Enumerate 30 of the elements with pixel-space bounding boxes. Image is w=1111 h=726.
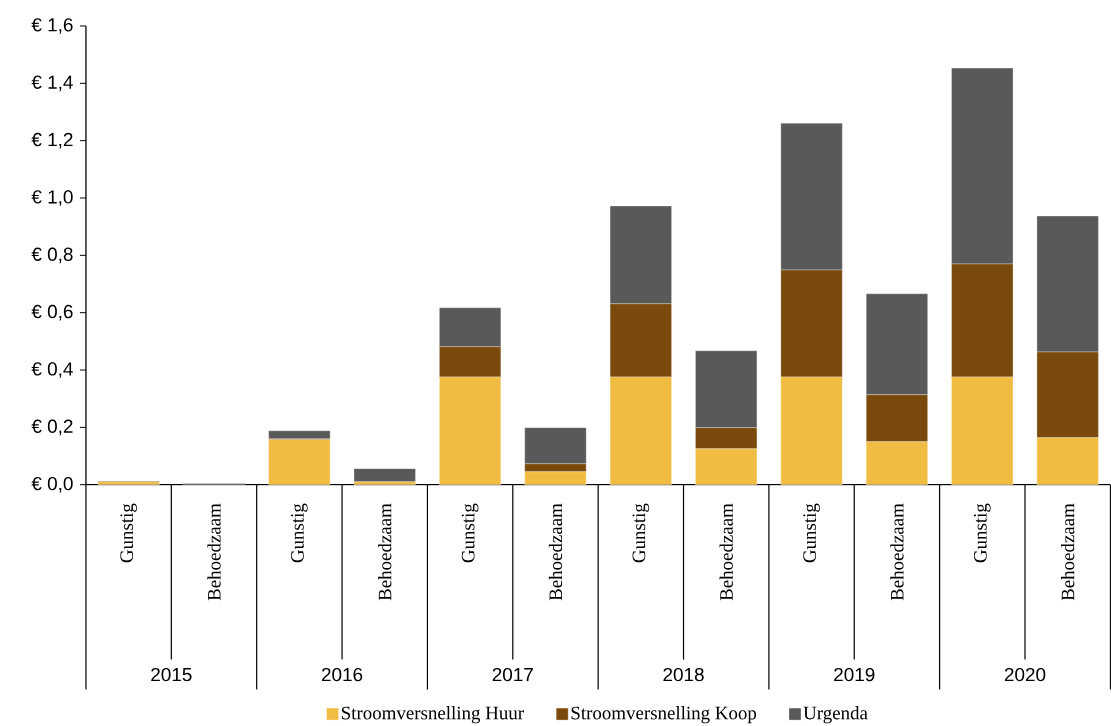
text: 2017: [492, 667, 533, 682]
y-tick-label: € 1,6: [31, 18, 73, 34]
y-tick-label: € 1,0: [31, 190, 73, 206]
x-tick-label: Behoedzaam: [1061, 503, 1075, 601]
text: 2019: [834, 667, 875, 682]
y-tick-label: € 1,4: [31, 75, 73, 92]
x-tick-label: Gunstig: [291, 503, 308, 563]
y-tick-label: € 0,8: [31, 247, 73, 264]
x-tick-label: Gunstig: [974, 503, 991, 563]
legend-label: Stroomversnelling Koop: [571, 706, 757, 724]
y-tick-label: € 0,0: [31, 476, 73, 493]
x-tick-label: Gunstig: [803, 503, 820, 563]
x-tick-label: Behoedzaam: [207, 503, 221, 601]
text: 2020: [1004, 667, 1046, 682]
x-tick-label: Gunstig: [632, 503, 650, 563]
x-tick-label: Behoedzaam: [548, 503, 563, 601]
text: 2018: [663, 667, 704, 682]
legend-label: Stroomversnelling Huur: [341, 706, 524, 724]
x-tick-label: Gunstig: [461, 503, 479, 563]
x-tick-label: Gunstig: [120, 503, 137, 563]
legend-label: Urgenda: [803, 706, 868, 724]
text: 2016: [321, 667, 363, 682]
y-tick-label: € 0,2: [31, 419, 73, 436]
y-tick-label: € 1,2: [31, 132, 73, 149]
x-tick-label: Behoedzaam: [378, 503, 392, 601]
y-tick-label: € 0,4: [31, 362, 73, 378]
text: 2015: [151, 667, 192, 682]
x-tick-label: Behoedzaam: [719, 503, 733, 601]
y-tick-label: € 0,6: [31, 304, 73, 321]
x-tick-label: Behoedzaam: [890, 503, 904, 601]
